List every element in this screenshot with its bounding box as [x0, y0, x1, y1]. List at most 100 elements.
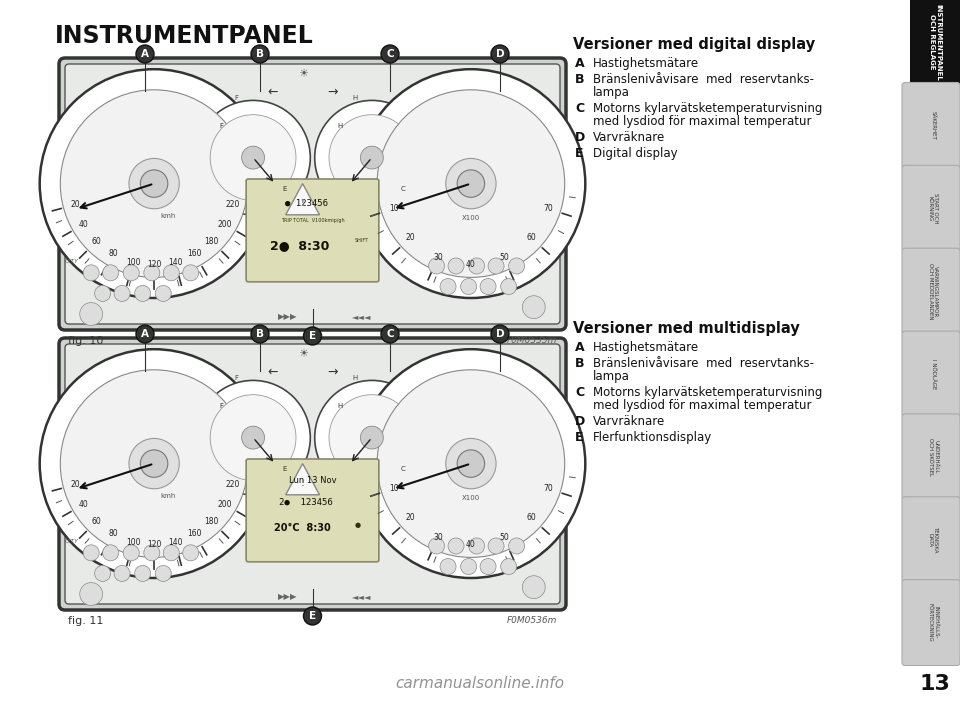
- Text: Hastighetsmätare: Hastighetsmätare: [593, 57, 699, 70]
- Text: carmanualsonline.info: carmanualsonline.info: [396, 676, 564, 691]
- Text: 40: 40: [79, 220, 88, 229]
- Circle shape: [381, 325, 399, 343]
- Circle shape: [468, 538, 485, 554]
- Text: 20: 20: [71, 480, 81, 489]
- Circle shape: [140, 450, 168, 477]
- Circle shape: [114, 286, 130, 301]
- Text: B: B: [575, 73, 585, 86]
- Text: 160: 160: [187, 250, 202, 259]
- Text: 80: 80: [108, 250, 118, 259]
- Text: 160: 160: [187, 530, 202, 538]
- Circle shape: [468, 258, 485, 274]
- Text: ● 123456: ● 123456: [284, 199, 327, 207]
- Circle shape: [95, 286, 110, 301]
- Circle shape: [522, 296, 545, 318]
- Text: 2●  123456: 2● 123456: [279, 498, 333, 507]
- Circle shape: [156, 286, 171, 301]
- Circle shape: [140, 170, 168, 197]
- FancyBboxPatch shape: [902, 580, 960, 666]
- Text: ◄◄◄: ◄◄◄: [352, 312, 372, 320]
- Text: 140: 140: [168, 537, 182, 547]
- Circle shape: [377, 370, 564, 557]
- Text: C: C: [401, 186, 406, 192]
- Circle shape: [522, 576, 545, 598]
- Circle shape: [144, 265, 159, 281]
- Circle shape: [480, 559, 496, 574]
- Text: 50: 50: [499, 253, 509, 262]
- Text: 60: 60: [92, 517, 102, 525]
- Circle shape: [123, 265, 139, 281]
- Text: fig. 10: fig. 10: [68, 336, 104, 346]
- FancyBboxPatch shape: [902, 248, 960, 334]
- Circle shape: [440, 279, 456, 294]
- Text: 20°C  8:30: 20°C 8:30: [274, 523, 330, 533]
- Circle shape: [428, 258, 444, 274]
- Text: 140: 140: [168, 257, 182, 267]
- Circle shape: [480, 279, 496, 294]
- Text: 200: 200: [217, 220, 231, 229]
- Text: H: H: [338, 403, 343, 409]
- Circle shape: [95, 565, 110, 581]
- Text: X100: X100: [462, 215, 480, 221]
- Text: 60: 60: [526, 233, 536, 242]
- FancyBboxPatch shape: [65, 64, 560, 324]
- Text: 30: 30: [433, 533, 443, 542]
- Text: SHIFT: SHIFT: [354, 238, 369, 242]
- Text: ◄◄◄: ◄◄◄: [352, 592, 372, 601]
- Text: →: →: [327, 366, 338, 379]
- FancyBboxPatch shape: [246, 179, 379, 281]
- Text: C: C: [575, 386, 584, 399]
- Circle shape: [360, 146, 383, 169]
- Circle shape: [103, 265, 119, 281]
- Circle shape: [60, 370, 248, 557]
- Circle shape: [501, 559, 516, 574]
- Text: Motorns kylarvätsketemperaturvisning: Motorns kylarvätsketemperaturvisning: [593, 386, 823, 399]
- Text: F: F: [220, 403, 224, 409]
- Text: 200: 200: [217, 500, 231, 509]
- Circle shape: [377, 90, 564, 277]
- Text: 10: 10: [389, 484, 398, 493]
- Circle shape: [428, 538, 444, 554]
- Text: ▶▶▶: ▶▶▶: [278, 592, 298, 601]
- Text: F0M0535m: F0M0535m: [507, 336, 557, 345]
- Circle shape: [84, 265, 99, 281]
- Text: X100: X100: [462, 495, 480, 501]
- Circle shape: [129, 438, 180, 489]
- Text: TEKNISKA
DATA: TEKNISKA DATA: [927, 527, 938, 553]
- Circle shape: [356, 350, 586, 578]
- Text: 10: 10: [389, 204, 398, 213]
- Circle shape: [144, 545, 159, 561]
- Text: 20: 20: [406, 513, 416, 523]
- Circle shape: [129, 158, 180, 208]
- Text: Digital display: Digital display: [593, 147, 678, 160]
- Text: 50: 50: [499, 533, 509, 542]
- Circle shape: [134, 565, 151, 581]
- Circle shape: [304, 181, 321, 196]
- Circle shape: [457, 450, 485, 477]
- Text: C: C: [401, 466, 406, 472]
- Text: med lysdiod för maximal temperatur: med lysdiod för maximal temperatur: [593, 115, 811, 128]
- Text: CITY: CITY: [64, 259, 79, 264]
- FancyBboxPatch shape: [902, 497, 960, 583]
- Circle shape: [461, 559, 476, 574]
- Text: 20: 20: [406, 233, 416, 242]
- Text: A: A: [141, 329, 149, 339]
- Text: D: D: [575, 131, 586, 144]
- Circle shape: [329, 115, 415, 201]
- Text: 220: 220: [226, 480, 240, 489]
- Text: TRIP TOTAL  V100kmip/gh: TRIP TOTAL V100kmip/gh: [280, 218, 345, 223]
- Text: 13: 13: [920, 674, 950, 694]
- Text: Varvräknare: Varvräknare: [593, 415, 665, 428]
- Circle shape: [488, 538, 504, 554]
- Text: H: H: [352, 374, 357, 381]
- Circle shape: [491, 45, 509, 63]
- Text: 120: 120: [147, 540, 161, 549]
- Text: I NÖDLÄGE: I NÖDLÄGE: [930, 359, 935, 389]
- Circle shape: [457, 170, 485, 197]
- Circle shape: [381, 45, 399, 63]
- Circle shape: [210, 115, 296, 201]
- Text: !: !: [300, 199, 304, 208]
- Circle shape: [134, 286, 151, 301]
- Text: D: D: [495, 49, 504, 59]
- Circle shape: [123, 545, 139, 561]
